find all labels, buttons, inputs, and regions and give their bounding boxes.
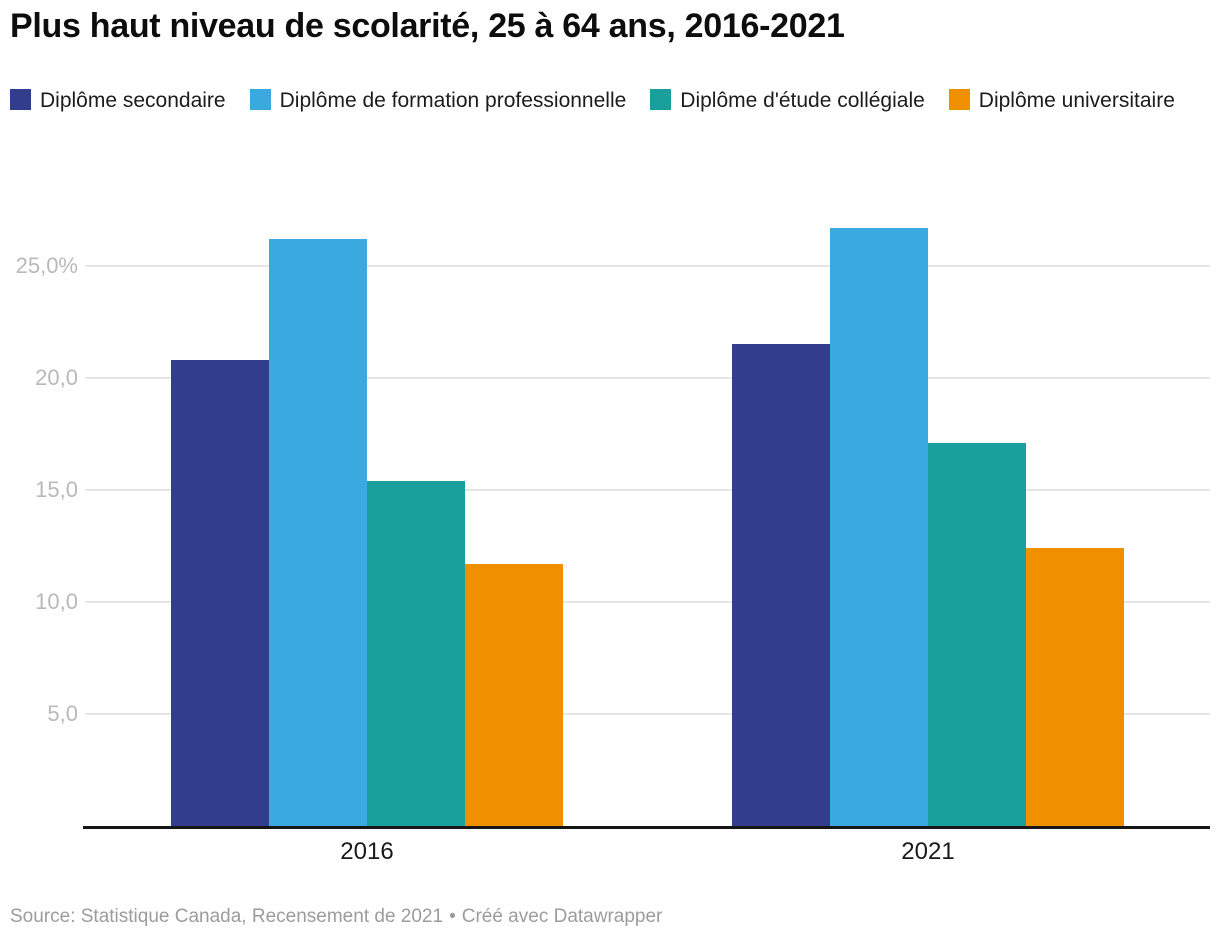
x-axis-line bbox=[83, 826, 1210, 829]
y-axis-label-5: 5,0 bbox=[47, 701, 78, 726]
gridline-15 bbox=[85, 489, 1210, 491]
chart-footer: Source: Statistique Canada, Recensement … bbox=[10, 906, 1210, 928]
y-axis-label-25: 25,0% bbox=[15, 253, 78, 278]
chart-title: Plus haut niveau de scolarité, 25 à 64 a… bbox=[10, 7, 845, 45]
legend-label: Diplôme de formation professionnelle bbox=[279, 89, 627, 112]
legend-item-diplome-universitaire: Diplôme universitaire bbox=[948, 89, 1175, 112]
y-axis-label-15: 15,0 bbox=[35, 477, 78, 502]
legend-swatch-diplome-d-etude-collegiale bbox=[650, 89, 672, 110]
bar-2016-diplome-de-formation-professionnelle[interactable] bbox=[269, 239, 367, 826]
legend-label: Diplôme universitaire bbox=[978, 89, 1175, 112]
bar-2021-diplome-universitaire[interactable] bbox=[1026, 548, 1124, 826]
legend-item-diplome-de-formation-professionnelle: Diplôme de formation professionnelle bbox=[249, 89, 627, 112]
bar-2016-diplome-universitaire[interactable] bbox=[465, 563, 563, 826]
datawrapper-byline-link[interactable]: Créé avec Datawrapper bbox=[461, 906, 663, 927]
gridline-25 bbox=[85, 265, 1210, 267]
y-axis-label-20: 20,0 bbox=[35, 365, 78, 390]
legend-swatch-diplome-secondaire bbox=[10, 89, 31, 110]
x-axis-label-2021: 2021 bbox=[901, 838, 955, 865]
footer-separator: • bbox=[449, 906, 456, 927]
source-text: Source: Statistique Canada, Recensement … bbox=[10, 906, 444, 927]
bar-2021-diplome-d-etude-collegiale[interactable] bbox=[928, 442, 1026, 826]
bar-2016-diplome-d-etude-collegiale[interactable] bbox=[367, 481, 465, 826]
chart-legend: Diplôme secondaire Diplôme de formation p… bbox=[10, 84, 1205, 118]
legend-item-diplome-d-etude-collegiale: Diplôme d'étude collégiale bbox=[650, 89, 925, 112]
gridline-20 bbox=[85, 377, 1210, 379]
bar-2016-diplome-secondaire[interactable] bbox=[171, 360, 269, 826]
y-axis-label-10: 10,0 bbox=[35, 589, 78, 614]
legend-label: Diplôme secondaire bbox=[40, 89, 226, 112]
legend-label: Diplôme d'étude collégiale bbox=[680, 89, 925, 112]
bar-2021-diplome-secondaire[interactable] bbox=[732, 344, 830, 826]
legend-swatch-diplome-de-formation-professionnelle bbox=[249, 89, 271, 110]
x-axis-label-2016: 2016 bbox=[340, 838, 394, 865]
gridline-5 bbox=[85, 713, 1210, 715]
bar-2021-diplome-de-formation-professionnelle[interactable] bbox=[830, 227, 928, 826]
gridline-10 bbox=[85, 601, 1210, 603]
legend-swatch-diplome-universitaire bbox=[948, 89, 970, 110]
legend-item-diplome-secondaire: Diplôme secondaire bbox=[10, 89, 226, 112]
